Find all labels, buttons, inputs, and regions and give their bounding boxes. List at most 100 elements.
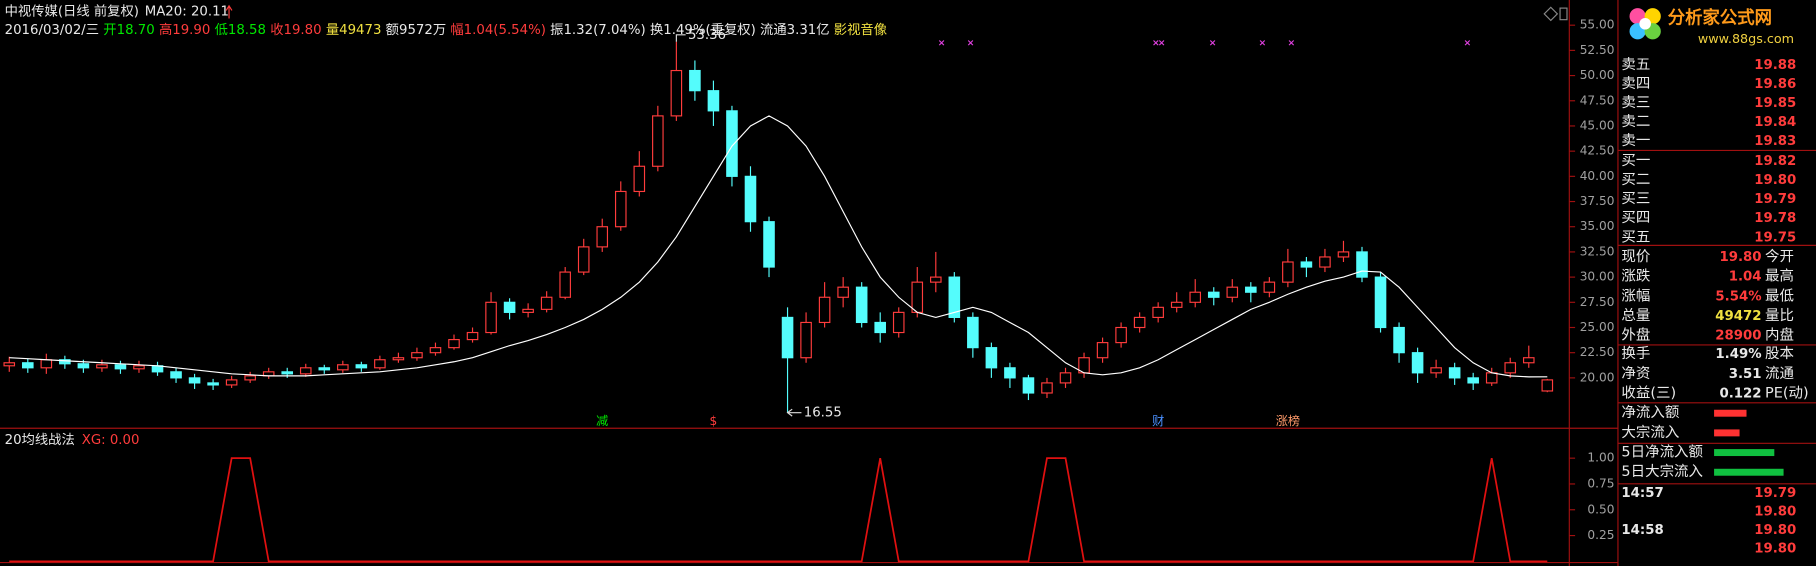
tick-time: 14:57 xyxy=(1621,486,1663,501)
candle-body xyxy=(1004,367,1016,379)
info: 开18.70 xyxy=(103,23,154,38)
quote-label: 净资 xyxy=(1621,365,1650,382)
candle-body xyxy=(892,311,905,334)
indicator-title: 20均线战法 xyxy=(5,432,75,448)
event-marker: 财 xyxy=(1152,414,1164,428)
candle-body xyxy=(96,364,108,369)
signal-cross xyxy=(967,40,974,46)
candle-body xyxy=(689,69,701,92)
candle-body xyxy=(1374,276,1387,329)
candle-body xyxy=(1448,367,1461,379)
candle-body xyxy=(633,165,646,193)
event-marker: 涨榜 xyxy=(1276,413,1300,428)
book-price: 19.86 xyxy=(1754,77,1796,92)
candle-body xyxy=(188,377,201,384)
flow-label: 净流入额 xyxy=(1621,404,1679,421)
candle-body xyxy=(670,69,683,117)
candle-body xyxy=(429,347,442,354)
quote-label: 今开 xyxy=(1765,248,1794,265)
candle-body xyxy=(930,276,942,283)
candle-body xyxy=(1226,286,1239,298)
book-price: 19.88 xyxy=(1754,58,1796,73)
y-tick-label: 0.50 xyxy=(1587,502,1614,516)
candle-body xyxy=(1133,316,1146,329)
candle-body xyxy=(818,296,831,324)
candle-body xyxy=(3,362,16,367)
y-tick-label: 22.50 xyxy=(1580,345,1615,359)
tick-price: 19.79 xyxy=(1754,486,1796,501)
candle-body xyxy=(985,347,998,369)
candle-body xyxy=(1411,352,1424,374)
candle-body xyxy=(763,221,775,268)
y-tick-label: 40.00 xyxy=(1580,169,1615,183)
book-price: 19.80 xyxy=(1754,173,1796,188)
icon[interactable] xyxy=(1543,6,1559,22)
book-label: 卖五 xyxy=(1621,56,1650,73)
info: 量49473 xyxy=(326,22,382,38)
quote-label: 换手 xyxy=(1621,345,1650,362)
y-tick-label: 52.50 xyxy=(1580,43,1615,57)
signal-cross xyxy=(938,40,945,46)
candle-body xyxy=(392,357,405,361)
info: 幅1.04(5.54%) xyxy=(450,22,546,38)
book-label: 卖二 xyxy=(1621,113,1650,130)
candle-body xyxy=(1356,251,1368,278)
peak-label: 53.36 xyxy=(688,28,726,43)
logo-title: 分析家公式网 xyxy=(1668,8,1772,29)
candle-body xyxy=(967,316,979,349)
candle-body xyxy=(1096,342,1109,359)
flow-bar xyxy=(1714,468,1784,476)
y-tick-label: 0.25 xyxy=(1587,528,1614,542)
candle-body xyxy=(1522,357,1535,364)
quote-value: 3.51 xyxy=(1729,367,1762,382)
candle-body xyxy=(485,301,497,334)
candle-body xyxy=(466,331,479,341)
book-label: 买四 xyxy=(1621,209,1650,226)
logo: 分析家公式网 www.88gs.com xyxy=(1629,8,1794,47)
candle-body xyxy=(337,364,349,371)
book-label: 卖三 xyxy=(1621,94,1650,111)
candle-body xyxy=(1541,379,1554,392)
y-tick-label: 0.75 xyxy=(1587,476,1614,490)
info: 额9572万 xyxy=(386,22,446,38)
icon[interactable] xyxy=(1559,7,1568,21)
indicator-line xyxy=(9,457,1548,563)
quote-value: 1.04 xyxy=(1729,270,1762,285)
quote-label: 内盘 xyxy=(1765,326,1794,344)
y-tick-label: 37.50 xyxy=(1580,194,1615,208)
candle-body xyxy=(318,367,331,371)
candle-body xyxy=(1282,261,1294,283)
signal-cross xyxy=(1153,40,1159,46)
trend-arrow xyxy=(225,4,233,19)
signal-cross xyxy=(1464,40,1471,46)
candle-body xyxy=(133,365,145,370)
tick-price: 19.80 xyxy=(1754,542,1796,557)
candle-body xyxy=(1319,256,1331,268)
candle-body xyxy=(299,367,312,375)
peak-pointer xyxy=(675,34,686,42)
candle-body xyxy=(244,375,256,381)
tick-price: 19.80 xyxy=(1754,505,1796,520)
quote-value: 28900 xyxy=(1715,329,1761,344)
candle-body xyxy=(837,286,849,298)
quote-value: 19.80 xyxy=(1719,250,1761,265)
flow-bar xyxy=(1714,449,1775,457)
tick-time: 14:58 xyxy=(1621,523,1663,538)
candle-body xyxy=(1337,251,1350,258)
y-tick-label: 20.00 xyxy=(1580,370,1615,384)
flow-bar xyxy=(1714,409,1747,417)
candle-body xyxy=(114,364,127,370)
book-label: 买一 xyxy=(1621,152,1650,169)
quote-label: PE(动) xyxy=(1765,385,1809,402)
quote-value: 49472 xyxy=(1715,309,1761,324)
book-price: 19.84 xyxy=(1754,115,1796,130)
candle-body xyxy=(207,382,219,386)
candle-body xyxy=(355,364,368,369)
candle-body xyxy=(1115,326,1127,344)
candle-body xyxy=(744,175,757,223)
book-label: 买二 xyxy=(1621,171,1650,188)
flow-label: 大宗流入 xyxy=(1621,424,1679,441)
candle-body xyxy=(503,301,516,313)
